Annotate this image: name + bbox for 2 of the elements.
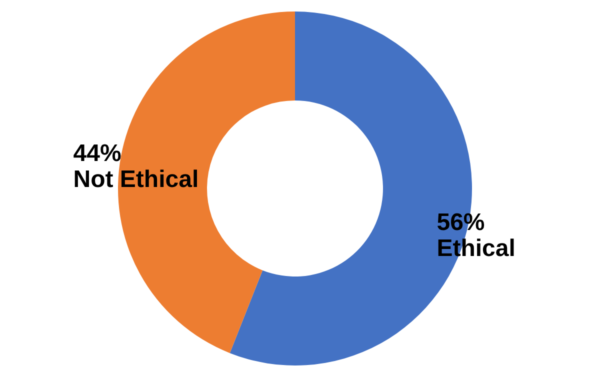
data-label: 44% xyxy=(73,140,122,167)
slice-label: Not Ethical xyxy=(73,166,199,193)
